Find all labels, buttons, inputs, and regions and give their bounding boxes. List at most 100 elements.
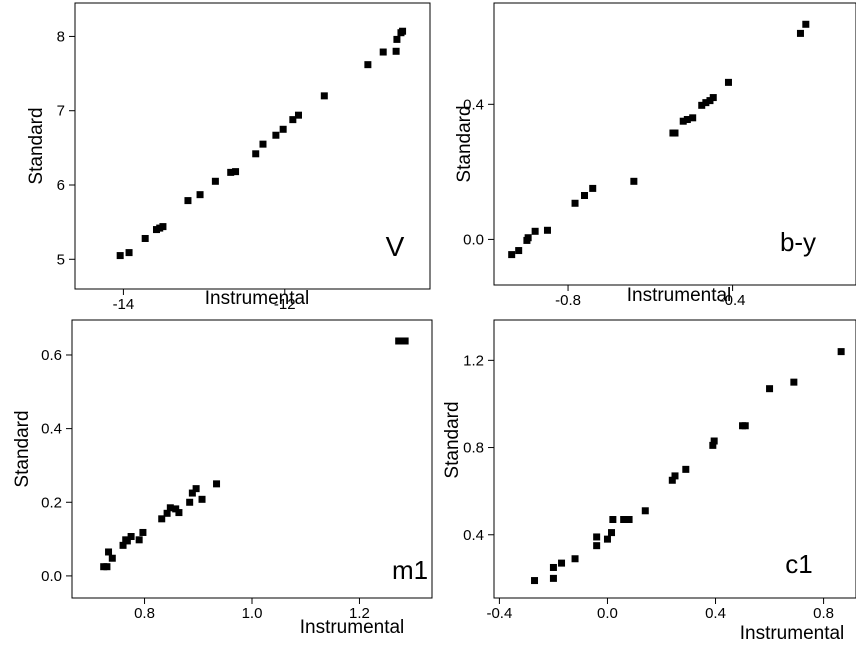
data-point bbox=[196, 191, 204, 199]
data-point bbox=[184, 197, 192, 205]
y-tick-label: 6 bbox=[57, 177, 65, 194]
y-axis-label: Standard bbox=[454, 105, 475, 182]
y-axis-label: Standard bbox=[12, 410, 33, 487]
data-point bbox=[211, 177, 219, 185]
data-point bbox=[135, 536, 143, 544]
data-point bbox=[558, 559, 566, 567]
panel-2: -0.8 -0.4 0.0 0.4 Instrumental Standard b-y bbox=[454, 2, 856, 309]
data-point bbox=[709, 94, 717, 102]
data-point bbox=[702, 99, 710, 107]
data-point bbox=[175, 509, 183, 517]
x-tick-label: 0.8 bbox=[813, 605, 834, 622]
data-point bbox=[549, 563, 557, 571]
y-tick-label: 1.2 bbox=[463, 352, 484, 369]
data-point bbox=[279, 125, 287, 133]
data-point bbox=[392, 47, 400, 55]
x-axis-label: Instrumental bbox=[205, 288, 310, 309]
data-point bbox=[289, 116, 297, 124]
data-point bbox=[508, 251, 516, 259]
data-point bbox=[683, 116, 691, 124]
data-point bbox=[698, 101, 706, 109]
plot-frame bbox=[74, 2, 431, 290]
x-tick-label: 0.8 bbox=[134, 605, 155, 622]
data-point bbox=[213, 480, 221, 488]
x-tick-label: 0.0 bbox=[597, 605, 618, 622]
data-point bbox=[581, 192, 588, 200]
panel-1: -14 -12 5 6 7 8 Instrumental Standard V bbox=[26, 2, 431, 313]
data-point bbox=[837, 348, 845, 356]
data-point bbox=[123, 537, 131, 545]
data-point bbox=[125, 249, 133, 257]
data-point bbox=[802, 20, 810, 28]
data-point bbox=[139, 528, 147, 536]
y-axis-label: Standard bbox=[442, 401, 463, 478]
x-axis-label: Instrumental bbox=[627, 285, 732, 306]
plot-frame bbox=[71, 319, 433, 599]
data-point bbox=[724, 78, 732, 86]
y-tick-label: 7 bbox=[57, 103, 65, 120]
x-tick-label: 1.2 bbox=[349, 605, 370, 622]
data-point bbox=[571, 555, 579, 563]
data-point bbox=[272, 131, 280, 139]
data-point bbox=[608, 529, 616, 537]
data-point bbox=[543, 226, 551, 234]
data-point bbox=[127, 533, 135, 541]
data-point bbox=[108, 554, 116, 562]
data-point bbox=[158, 515, 166, 523]
data-point bbox=[116, 252, 124, 260]
data-point bbox=[320, 92, 328, 100]
data-point bbox=[401, 337, 409, 345]
plot-frame bbox=[493, 319, 856, 599]
data-point bbox=[630, 177, 638, 185]
y-tick-label: 0.0 bbox=[41, 568, 62, 585]
x-axis-label: Instrumental bbox=[300, 617, 405, 638]
data-point bbox=[682, 465, 690, 473]
data-point bbox=[163, 509, 171, 517]
data-point bbox=[531, 227, 539, 235]
y-tick-label: 0.4 bbox=[463, 527, 484, 544]
data-point bbox=[620, 516, 628, 524]
panel-label: c1 bbox=[785, 549, 812, 579]
y-tick-label: 0.0 bbox=[463, 231, 484, 248]
data-point bbox=[549, 574, 557, 582]
data-point bbox=[593, 542, 601, 550]
plot-frame bbox=[493, 2, 856, 286]
y-tick-label: 0.6 bbox=[41, 347, 62, 364]
data-point bbox=[625, 516, 633, 524]
data-point bbox=[524, 234, 532, 242]
data-point bbox=[515, 247, 523, 255]
panel-4: -0.4 0.0 0.4 0.8 0.4 0.8 1.2 Instrumental Standa… bbox=[442, 319, 856, 644]
y-tick-label: 0.4 bbox=[41, 421, 62, 438]
y-axis-label: Standard bbox=[26, 107, 47, 184]
data-point bbox=[531, 577, 539, 585]
data-point bbox=[709, 441, 717, 449]
panel-label: b-y bbox=[780, 227, 816, 257]
data-point bbox=[395, 337, 403, 345]
data-point bbox=[166, 504, 174, 512]
data-point bbox=[689, 114, 697, 122]
data-point bbox=[571, 199, 579, 207]
data-point bbox=[103, 563, 111, 571]
data-point bbox=[232, 168, 240, 176]
y-tick-label: 0.2 bbox=[41, 494, 62, 511]
data-point bbox=[679, 117, 687, 125]
data-point bbox=[399, 27, 407, 35]
x-tick-label: -14 bbox=[113, 296, 135, 313]
data-point bbox=[671, 129, 679, 137]
y-tick-label: 5 bbox=[57, 251, 65, 268]
data-point bbox=[593, 533, 601, 541]
x-tick-label: 1.0 bbox=[242, 605, 263, 622]
y-tick-label: 0.4 bbox=[463, 96, 484, 113]
data-point bbox=[379, 48, 387, 56]
data-point bbox=[105, 548, 113, 556]
data-point bbox=[186, 498, 194, 506]
data-point bbox=[603, 535, 611, 543]
x-axis-label: Instrumental bbox=[740, 623, 845, 644]
data-point bbox=[159, 223, 167, 231]
data-point bbox=[609, 516, 617, 524]
data-point bbox=[252, 150, 260, 158]
y-tick-label: 8 bbox=[57, 28, 65, 45]
panel-3: 0.8 1.0 1.2 0.0 0.2 0.4 0.6 Instrumental Standar… bbox=[12, 319, 433, 638]
data-point bbox=[641, 507, 649, 515]
data-point bbox=[192, 485, 200, 493]
